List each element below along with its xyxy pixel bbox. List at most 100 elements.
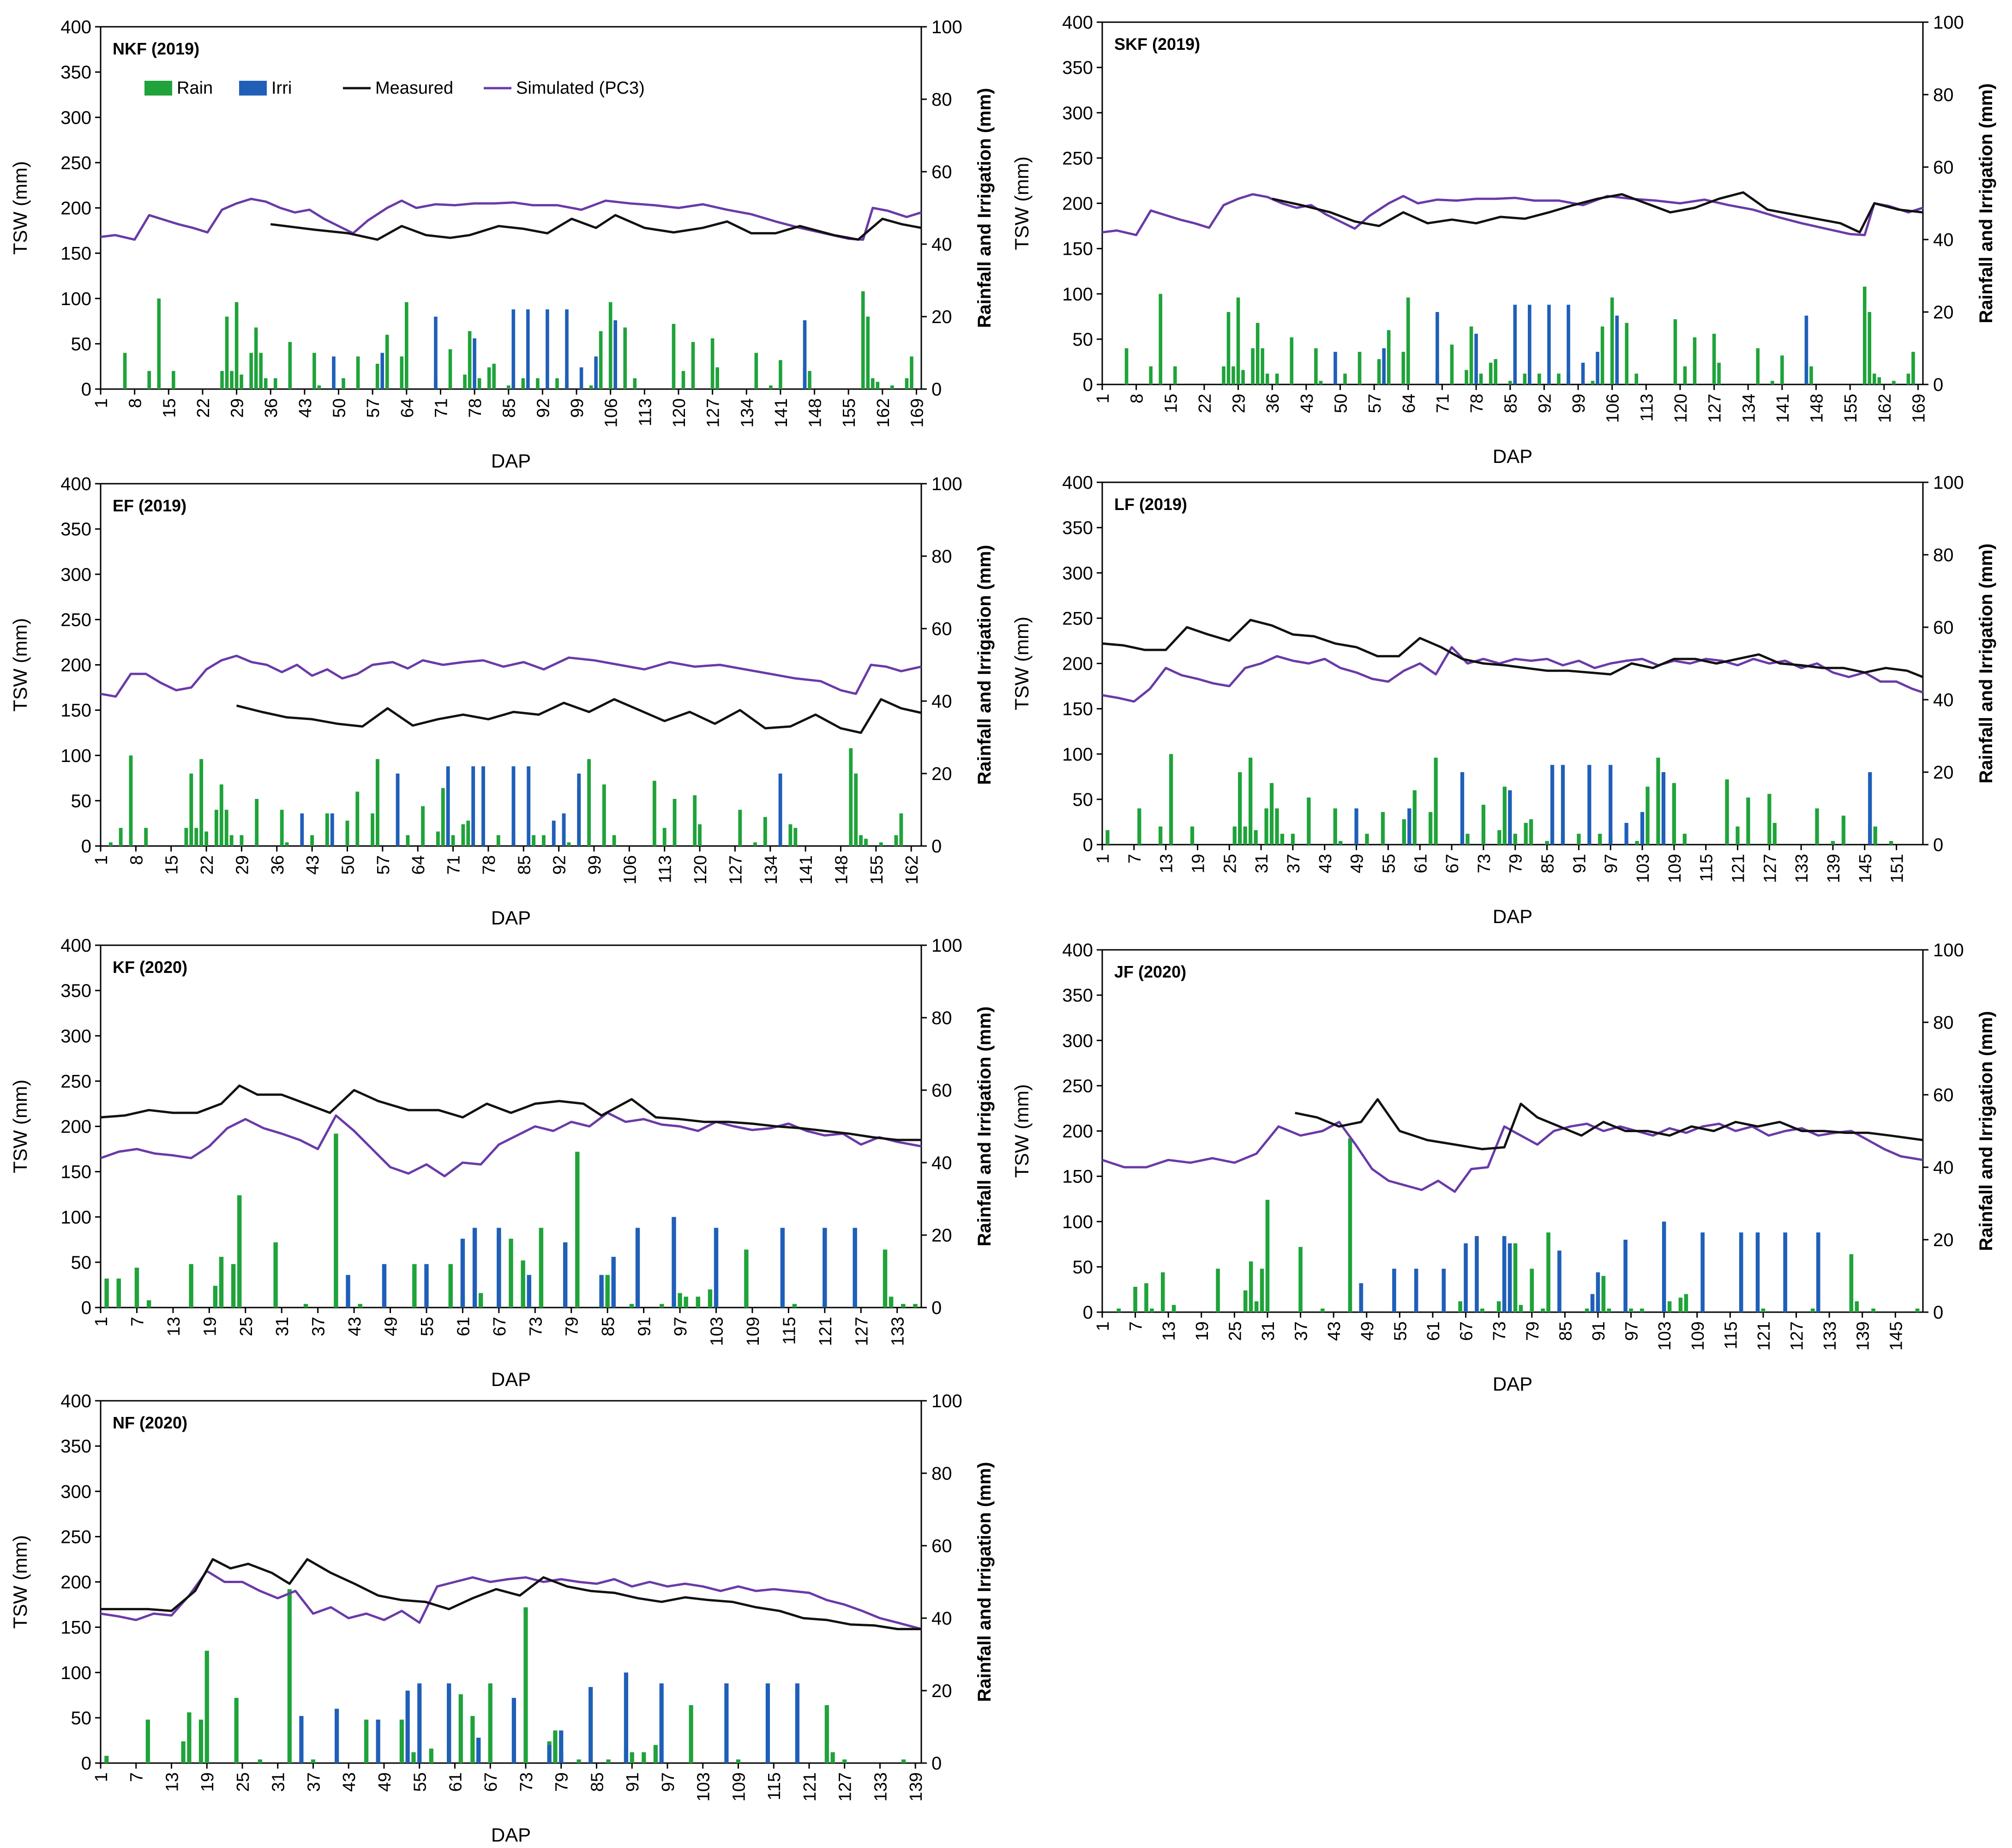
rain-bar (1222, 366, 1225, 384)
x-tick-label: 64 (409, 855, 428, 875)
x-tick-label: 1 (92, 398, 111, 408)
rain-bar (220, 371, 224, 389)
rain-bar (463, 374, 467, 389)
rain-bar (255, 798, 259, 846)
x-tick-label: 55 (1391, 1321, 1410, 1341)
x-tick-label: 134 (738, 398, 757, 427)
rain-bar (234, 302, 239, 389)
y-tick-label: 300 (60, 1026, 91, 1046)
x-tick-label: 113 (1637, 394, 1657, 422)
rain-bar (1291, 834, 1295, 845)
rain-bar (240, 374, 243, 389)
x-tick-label: 7 (1127, 1321, 1146, 1331)
rain-bar (630, 1752, 634, 1763)
irri-bar (1392, 1268, 1396, 1312)
y2-tick-label: 80 (931, 1464, 952, 1484)
irri-bar (565, 309, 569, 389)
rain-bar (468, 331, 472, 389)
irri-bar (659, 1683, 664, 1763)
x-tick-label: 127 (836, 1772, 855, 1801)
rain-bar (429, 1748, 433, 1763)
rain-bar (317, 385, 321, 389)
y-tick-label: 0 (1083, 835, 1093, 855)
rain-bar (1634, 373, 1639, 384)
x-tick-label: 109 (744, 1317, 763, 1346)
rain-bar (788, 824, 793, 846)
x-tick-label: 103 (694, 1772, 714, 1801)
x-tick-label: 121 (816, 1317, 835, 1346)
x-tick-label: 113 (656, 855, 675, 883)
x-tick-label: 55 (1379, 854, 1399, 873)
rain-bar (1524, 822, 1528, 845)
y-tick-label: 250 (60, 153, 91, 173)
rain-bar (345, 821, 349, 846)
rain-bar (608, 302, 613, 389)
rain-bar (1625, 323, 1629, 384)
panel-title: SKF (2019) (1114, 35, 1200, 54)
x-tick-label: 162 (902, 855, 922, 884)
rain-bar (204, 1650, 209, 1763)
y-tick-label: 200 (60, 198, 91, 219)
rain-bar (189, 1264, 193, 1308)
irri-bar (1513, 305, 1517, 384)
y2-tick-label: 0 (1933, 1302, 1943, 1323)
y-axis-title: TSW (mm) (1011, 156, 1033, 250)
y2-tick-label: 20 (1933, 762, 1954, 783)
rain-bar (1216, 1268, 1220, 1312)
simulated-line (100, 654, 922, 698)
rain-bar (509, 1238, 513, 1308)
rain-bar (477, 378, 481, 389)
rain-bar (553, 1730, 558, 1763)
irri-bar (335, 1709, 339, 1763)
rain-bar (1406, 297, 1410, 384)
rain-bar (1387, 330, 1391, 384)
x-tick-label: 7 (127, 1772, 147, 1782)
y2-tick-label: 20 (1933, 302, 1954, 323)
irri-bar (1475, 1236, 1479, 1312)
x-tick-label: 1 (1093, 1321, 1113, 1331)
x-tick-label: 115 (1721, 1321, 1741, 1350)
rain-bar (288, 342, 292, 389)
rain-bar (889, 1296, 894, 1308)
y-tick-label: 350 (1062, 58, 1093, 78)
chart-panel-4: 0 50 100 150 200 250 300 350 400 0 20 40 60 80 100 1 7 13… (1011, 473, 1996, 927)
rain-bar (1600, 326, 1604, 384)
rain-bar (1314, 348, 1318, 384)
rain-bar (861, 291, 865, 389)
y2-tick-label: 0 (1933, 835, 1943, 855)
irri-bar (380, 353, 384, 389)
x-tick-label: 1 (1093, 394, 1113, 403)
rain-bar (1243, 1290, 1248, 1312)
irri-bar (1700, 1232, 1705, 1312)
rain-bar (1365, 834, 1369, 845)
x-axis-title: DAP (1493, 445, 1532, 467)
rain-bar (1646, 786, 1650, 845)
rain-bar (1333, 808, 1337, 845)
y2-tick-label: 100 (931, 474, 962, 494)
rain-bar (1598, 834, 1602, 845)
irri-bar (446, 766, 450, 846)
y2-tick-label: 60 (931, 162, 952, 182)
x-tick-label: 1 (92, 855, 111, 865)
rain-bar (1849, 1254, 1854, 1312)
rain-bar (1871, 1308, 1875, 1312)
x-tick-label: 1 (92, 1317, 111, 1326)
y2-tick-label: 40 (1933, 690, 1954, 710)
irri-bar (1662, 1221, 1666, 1312)
rain-bar (461, 824, 465, 846)
x-tick-label: 49 (375, 1772, 395, 1792)
rain-bar (487, 367, 491, 389)
rain-bar (1523, 373, 1527, 384)
rain-bar (405, 302, 408, 389)
x-tick-label: 133 (889, 1317, 908, 1346)
rain-bar (194, 828, 198, 846)
x-tick-label: 19 (200, 1317, 220, 1336)
irri-bar (1581, 362, 1585, 384)
x-tick-label: 57 (364, 398, 383, 418)
rain-bar (488, 1683, 492, 1763)
rain-bar (470, 1716, 475, 1763)
x-tick-label: 120 (1671, 394, 1691, 423)
rain-bar (662, 828, 667, 846)
rain-bar (157, 298, 161, 389)
